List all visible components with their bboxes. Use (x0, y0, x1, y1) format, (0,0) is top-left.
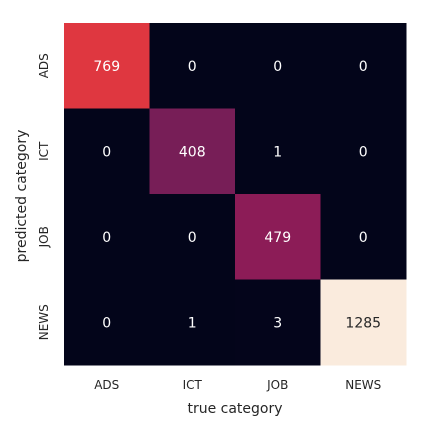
heatmap-cell-news-news (320, 279, 407, 366)
x-tick-label: ADS (94, 378, 119, 392)
x-tick-label: JOB (266, 378, 288, 392)
x-axis-tick-labels: ADS ICT JOB NEWS (94, 378, 381, 392)
heatmap-cell-job-ict (149, 194, 236, 280)
cell-value-label: 0 (359, 230, 368, 246)
cell-value-label: 0 (102, 315, 111, 331)
y-tick-label: NEWS (37, 304, 51, 340)
cell-value-label: 1 (188, 315, 197, 331)
heatmap-cell-ict-ads (64, 108, 150, 195)
heatmap-cell-ict-ict (149, 108, 236, 195)
cell-value-label: 0 (102, 144, 111, 160)
x-tick-label: NEWS (345, 378, 381, 392)
heatmap-cell-ads-ads (64, 23, 150, 109)
x-tick-label: ICT (183, 378, 203, 392)
heatmap-cell-ads-job (235, 23, 321, 109)
heatmap-cell-job-ads (64, 194, 150, 280)
heatmap-cell-ict-job (235, 108, 321, 195)
cell-value-label: 0 (273, 59, 282, 75)
x-axis-label: true category (187, 401, 282, 417)
cell-value-label: 0 (359, 59, 368, 75)
y-tick-label: JOB (37, 226, 51, 248)
heatmap-cell-job-news (320, 194, 407, 280)
cell-value-label: 0 (188, 59, 197, 75)
y-tick-label: ADS (37, 53, 51, 78)
heatmap-cell-ads-ict (149, 23, 236, 109)
heatmap-cell-ads-news (320, 23, 407, 109)
y-tick-label: ICT (37, 141, 51, 161)
cell-value-label: 0 (102, 230, 111, 246)
heatmap-cell-news-job (235, 279, 321, 366)
cell-value-label: 1285 (345, 315, 381, 331)
heatmap-cell-news-ict (149, 279, 236, 366)
heatmap-cell-news-ads (64, 279, 150, 366)
cell-value-label: 1 (273, 144, 282, 160)
cell-value-label: 769 (93, 59, 120, 75)
y-axis-tick-labels: ADS ICT JOB NEWS (37, 53, 51, 340)
cell-value-label: 479 (264, 230, 291, 246)
cell-value-label: 0 (359, 144, 368, 160)
heatmap-cell-labels: 769 0 0 0 0 408 1 0 0 0 479 0 0 1 3 1285 (93, 59, 381, 332)
cell-value-label: 3 (273, 315, 282, 331)
heatmap-cell-ict-news (320, 108, 407, 195)
heatmap-cell-job-job (235, 194, 321, 280)
cell-value-label: 408 (179, 144, 206, 160)
y-axis-label: predicted category (14, 130, 30, 263)
heatmap-cells (64, 23, 407, 366)
cell-value-label: 0 (188, 230, 197, 246)
